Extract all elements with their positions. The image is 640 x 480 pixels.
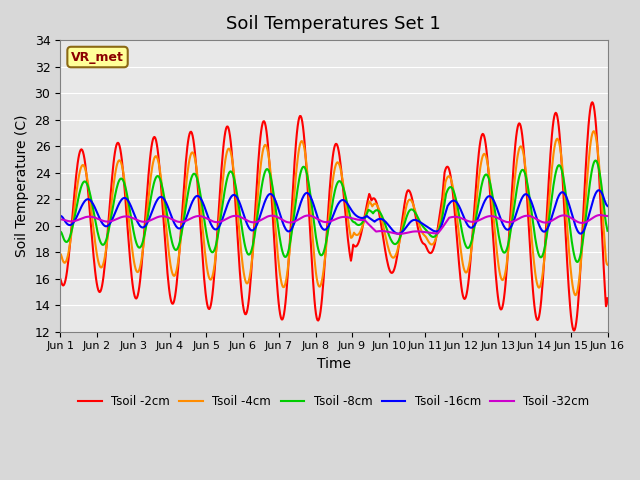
Tsoil -8cm: [66, 234, 74, 240]
Tsoil -16cm: [178, 224, 186, 229]
Tsoil -32cm: [122, 214, 130, 219]
Tsoil -16cm: [207, 221, 215, 227]
Tsoil -32cm: [401, 230, 409, 236]
Tsoil -4cm: [417, 225, 424, 231]
Tsoil -4cm: [207, 276, 215, 282]
Tsoil -2cm: [401, 203, 408, 209]
Tsoil -4cm: [572, 292, 579, 298]
Tsoil -32cm: [178, 219, 186, 225]
Tsoil -4cm: [590, 128, 598, 134]
Tsoil -16cm: [604, 203, 611, 209]
Tsoil -32cm: [417, 229, 425, 235]
Line: Tsoil -8cm: Tsoil -8cm: [60, 160, 607, 262]
Tsoil -2cm: [207, 302, 215, 308]
Line: Tsoil -2cm: Tsoil -2cm: [60, 102, 607, 331]
Tsoil -32cm: [396, 231, 403, 237]
Title: Soil Temperatures Set 1: Soil Temperatures Set 1: [227, 15, 441, 33]
Tsoil -8cm: [604, 228, 611, 234]
Tsoil -16cm: [66, 222, 74, 228]
Tsoil -4cm: [178, 225, 186, 230]
Tsoil -32cm: [56, 216, 64, 222]
Tsoil -8cm: [178, 228, 186, 234]
Tsoil -8cm: [207, 248, 215, 254]
Line: Tsoil -32cm: Tsoil -32cm: [60, 215, 607, 234]
Tsoil -8cm: [573, 259, 581, 265]
Tsoil -16cm: [56, 213, 64, 219]
Tsoil -4cm: [401, 214, 408, 219]
Line: Tsoil -4cm: Tsoil -4cm: [60, 131, 607, 295]
Tsoil -2cm: [570, 328, 578, 334]
Tsoil -4cm: [66, 240, 74, 246]
Tsoil -8cm: [417, 219, 424, 225]
Tsoil -8cm: [122, 189, 130, 194]
Tsoil -8cm: [591, 157, 599, 163]
Tsoil -2cm: [56, 276, 64, 281]
Tsoil -8cm: [56, 228, 64, 234]
Tsoil -4cm: [122, 193, 130, 199]
Tsoil -2cm: [178, 212, 186, 217]
Tsoil -2cm: [604, 295, 611, 301]
Tsoil -4cm: [56, 251, 64, 257]
Tsoil -16cm: [401, 226, 409, 232]
Tsoil -32cm: [596, 212, 604, 218]
Tsoil -32cm: [66, 218, 74, 224]
Tsoil -2cm: [66, 240, 74, 246]
Tsoil -32cm: [604, 213, 611, 219]
Tsoil -2cm: [588, 99, 596, 105]
Tsoil -16cm: [122, 196, 130, 202]
Tsoil -32cm: [207, 217, 215, 223]
Tsoil -16cm: [394, 231, 402, 237]
X-axis label: Time: Time: [317, 357, 351, 371]
Tsoil -8cm: [401, 222, 408, 228]
Tsoil -2cm: [122, 209, 130, 215]
Line: Tsoil -16cm: Tsoil -16cm: [60, 190, 607, 234]
Legend: Tsoil -2cm, Tsoil -4cm, Tsoil -8cm, Tsoil -16cm, Tsoil -32cm: Tsoil -2cm, Tsoil -4cm, Tsoil -8cm, Tsoi…: [74, 390, 595, 413]
Y-axis label: Soil Temperature (C): Soil Temperature (C): [15, 115, 29, 257]
Tsoil -16cm: [595, 187, 603, 193]
Tsoil -2cm: [417, 234, 424, 240]
Tsoil -16cm: [417, 220, 425, 226]
Tsoil -4cm: [604, 262, 611, 267]
Text: VR_met: VR_met: [71, 50, 124, 63]
